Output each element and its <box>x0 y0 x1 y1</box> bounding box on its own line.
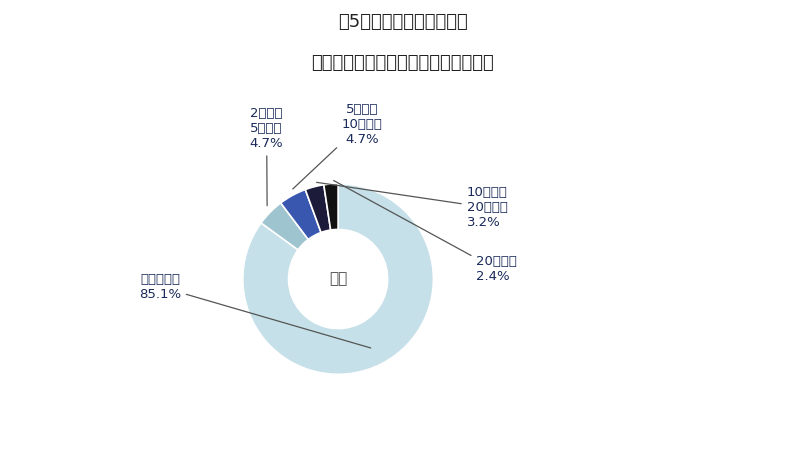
Text: 5年後～
10年未満
4.7%: 5年後～ 10年未満 4.7% <box>293 103 382 189</box>
Wedge shape <box>324 184 338 230</box>
Text: 10年後～
20年未満
3.2%: 10年後～ 20年未満 3.2% <box>316 182 508 229</box>
Wedge shape <box>281 189 321 239</box>
Wedge shape <box>305 185 331 233</box>
Text: 20年後～
2.4%: 20年後～ 2.4% <box>333 180 517 284</box>
Text: 2年後～
5年未満
4.7%: 2年後～ 5年未満 4.7% <box>250 108 283 206</box>
Text: わからない
85.1%: わからない 85.1% <box>138 273 370 348</box>
Wedge shape <box>261 203 308 250</box>
Text: 全体: 全体 <box>329 271 347 287</box>
Text: ＜何年後に景気が良くなると思うか＞: ＜何年後に景気が良くなると思うか＞ <box>311 54 494 72</box>
Wedge shape <box>243 184 433 374</box>
Text: 図5：今後の景気の見通し: 図5：今後の景気の見通し <box>337 14 468 32</box>
